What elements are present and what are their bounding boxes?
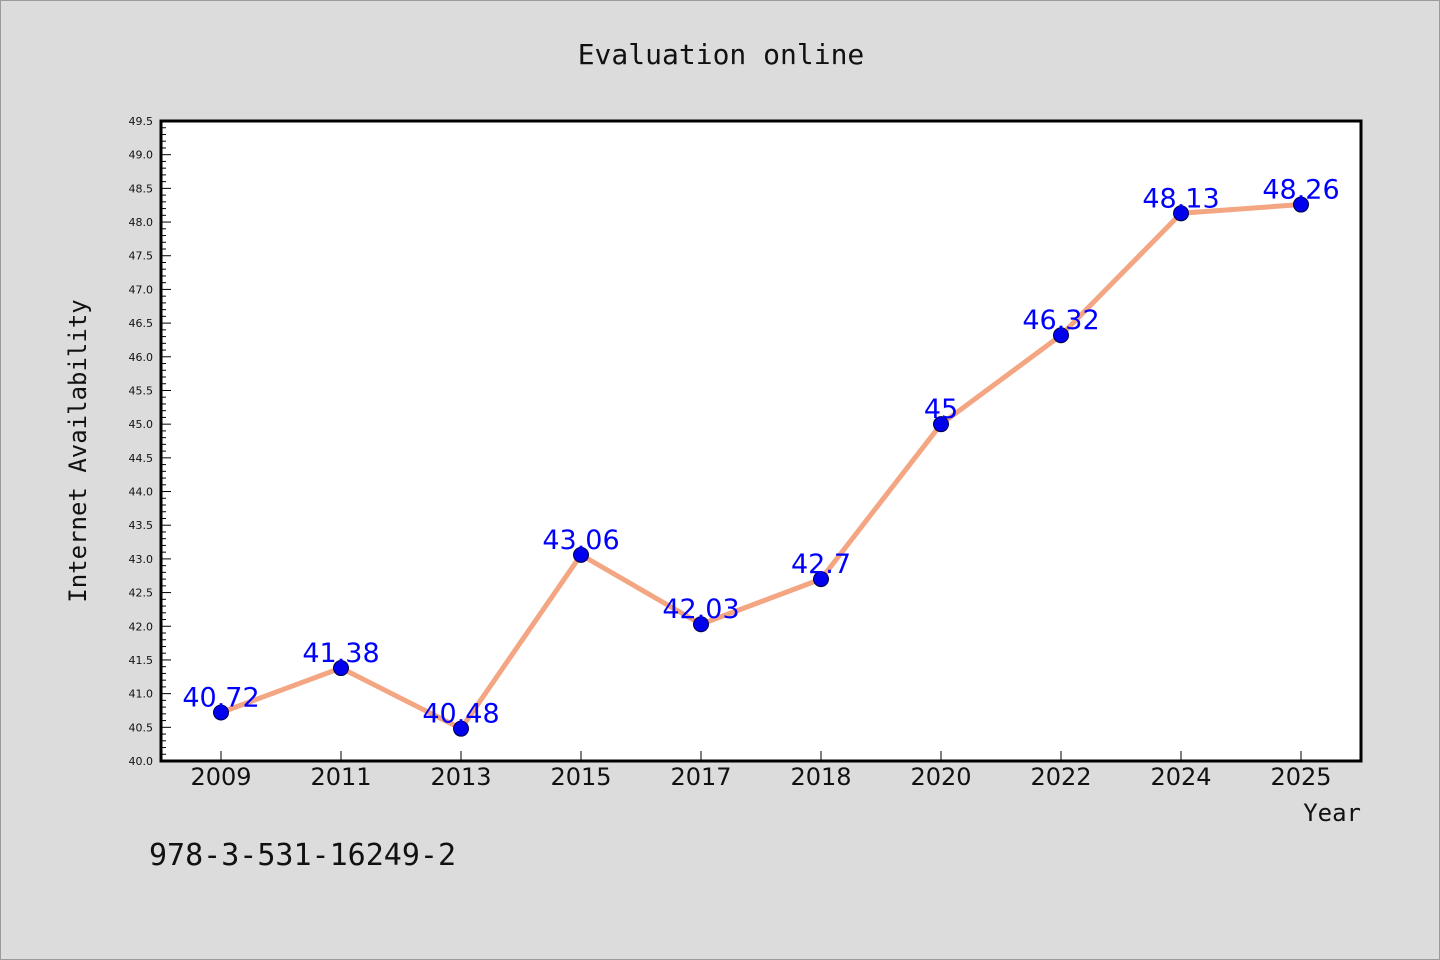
x-tick-label: 2011 <box>310 763 371 791</box>
y-tick-label: 49.0 <box>129 149 154 162</box>
data-point <box>693 616 709 633</box>
y-tick-label: 41.5 <box>129 654 154 667</box>
y-tick-label: 46.5 <box>129 317 154 330</box>
data-point <box>813 571 829 588</box>
data-point <box>453 720 469 737</box>
y-tick-label: 46.0 <box>129 351 154 364</box>
x-tick-label: 2017 <box>670 763 731 791</box>
data-labels-group: 40.72 41.38 40.48 43.06 42.03 42.7 45 46.32 48.1… <box>182 175 1339 730</box>
data-point <box>573 546 589 563</box>
x-tick-label: 2022 <box>1030 763 1091 791</box>
y-tick-label: 42.0 <box>129 620 154 633</box>
x-axis-label: Year <box>1303 799 1361 827</box>
y-tick-label: 49.5 <box>129 115 154 128</box>
y-tick-label: 48.0 <box>129 216 154 229</box>
data-label: 48.13 <box>1142 183 1219 214</box>
y-tick-label: 47.5 <box>129 250 154 263</box>
data-label: 42.03 <box>662 594 739 625</box>
y-tick-label: 44.5 <box>129 452 154 465</box>
x-tick-label: 2024 <box>1150 763 1211 791</box>
x-axis-ticks: 2009 2011 2013 2015 2017 2018 2020 2022 2024 2025 <box>190 751 1332 791</box>
y-tick-label: 43.0 <box>129 553 154 566</box>
footer-isbn: 978-3-531-16249-2 <box>149 838 456 873</box>
y-tick-label: 43.5 <box>129 519 154 532</box>
data-point <box>1053 327 1069 344</box>
data-label: 43.06 <box>542 525 619 556</box>
x-tick-label: 2020 <box>910 763 971 791</box>
data-label: 40.72 <box>182 682 259 713</box>
y-tick-label: 47.0 <box>129 283 154 296</box>
data-point <box>1293 196 1309 213</box>
data-point <box>933 416 949 433</box>
x-tick-label: 2015 <box>550 763 611 791</box>
y-tick-label: 42.5 <box>129 587 154 600</box>
data-label: 46.32 <box>1022 305 1099 336</box>
data-points-group <box>213 196 1309 737</box>
y-axis-label: Internet Availability <box>64 299 92 602</box>
y-tick-label: 45.0 <box>129 418 154 431</box>
data-label: 48.26 <box>1262 175 1339 206</box>
data-label: 40.48 <box>422 699 499 730</box>
series-line-group <box>218 202 1304 732</box>
y-tick-label: 45.5 <box>129 384 154 397</box>
y-tick-label: 48.5 <box>129 182 154 195</box>
y-tick-label: 41.0 <box>129 688 154 701</box>
data-point <box>1173 205 1189 222</box>
y-axis-ticks: 40.0 40.5 41.0 41.5 42.0 42.5 43.0 43.5 44.0 44.5… <box>129 115 171 768</box>
data-point <box>213 704 229 721</box>
series-line <box>218 202 1304 732</box>
data-point <box>333 660 349 677</box>
y-tick-label: 40.0 <box>129 755 154 768</box>
plot-area <box>159 119 1363 763</box>
x-tick-label: 2009 <box>190 763 251 791</box>
data-label: 45 <box>924 394 958 425</box>
chart-title: Evaluation online <box>578 38 865 71</box>
y-tick-label: 40.5 <box>129 721 154 734</box>
x-tick-label: 2025 <box>1270 763 1331 791</box>
x-tick-label: 2018 <box>790 763 851 791</box>
data-label: 42.7 <box>791 549 851 580</box>
y-tick-label: 44.0 <box>129 486 154 499</box>
x-tick-label: 2013 <box>430 763 491 791</box>
data-label: 41.38 <box>302 638 379 669</box>
